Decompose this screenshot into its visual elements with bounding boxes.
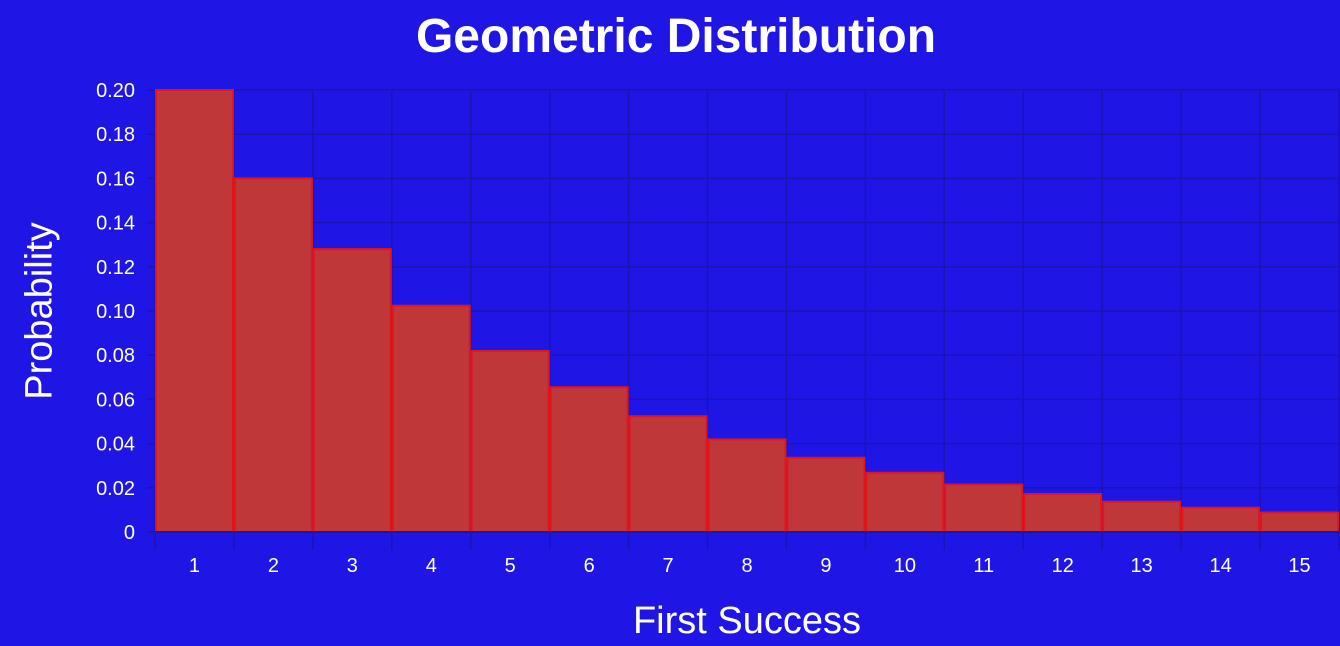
bar [312, 248, 392, 533]
y-tick-label: 0.12 [96, 257, 135, 279]
chart-title: Geometric Distribution [415, 10, 937, 63]
x-tick-label: 1 [189, 555, 200, 577]
y-tick-label: 0.16 [96, 168, 135, 190]
x-tick-label: 7 [663, 555, 674, 577]
y-tick-label: 0.18 [96, 124, 135, 146]
x-tick-label: 12 [1052, 555, 1074, 577]
x-tick-label: 4 [426, 555, 437, 577]
x-tick-label: 13 [1131, 555, 1153, 577]
bar [233, 177, 313, 533]
bar [1260, 511, 1339, 534]
bar [1181, 506, 1261, 534]
x-tick-label: 5 [505, 555, 516, 577]
bar [628, 415, 708, 534]
x-axis-title: First Success [632, 600, 862, 642]
bar [786, 456, 866, 533]
y-tick-label: 0.02 [96, 478, 135, 500]
x-tick-label: 15 [1288, 555, 1310, 577]
x-tick-label: 10 [894, 555, 916, 577]
bar [707, 438, 787, 533]
x-tick-label: 9 [820, 555, 831, 577]
y-tick-label: 0.20 [96, 80, 135, 102]
y-tick-label: 0.14 [96, 213, 135, 235]
y-tick-label: 0 [124, 522, 135, 544]
y-tick-label: 0.04 [96, 434, 135, 456]
bar [865, 471, 945, 534]
x-tick-label: 8 [741, 555, 752, 577]
x-tick-label: 14 [1209, 555, 1231, 577]
bar [549, 386, 629, 533]
bar [944, 483, 1024, 533]
bar [470, 350, 550, 533]
bar [1023, 492, 1103, 534]
x-tick-label: 2 [268, 555, 279, 577]
y-tick-label: 0.10 [96, 301, 135, 323]
x-tick-label: 3 [347, 555, 358, 577]
bar [155, 89, 234, 533]
bar [391, 304, 471, 534]
x-tick-label: 11 [973, 555, 994, 577]
y-tick-label: 0.08 [96, 345, 135, 367]
y-tick-label: 0.06 [96, 389, 135, 411]
x-tick-label: 6 [584, 555, 595, 577]
bar [1102, 500, 1182, 533]
